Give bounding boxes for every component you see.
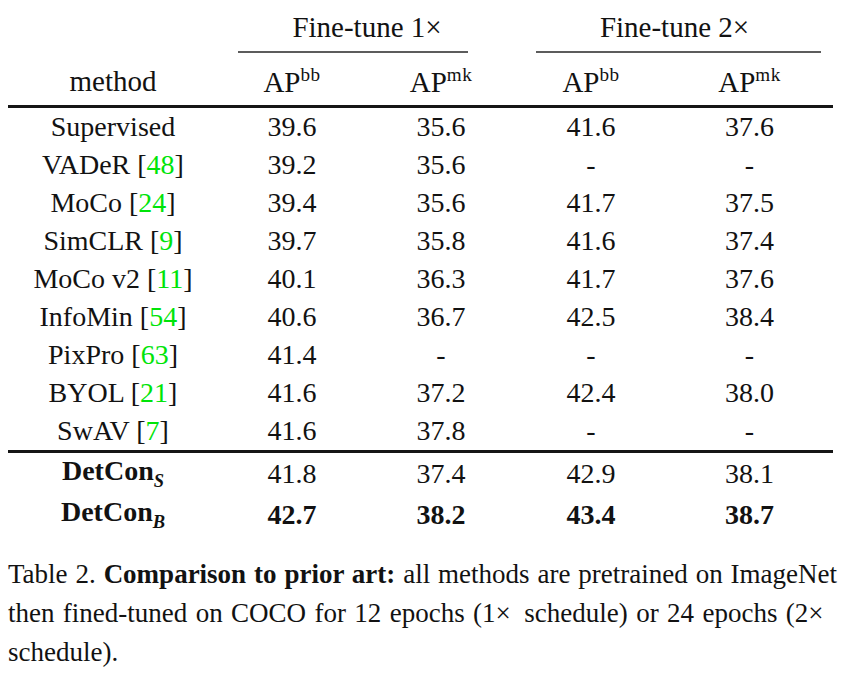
ap-value: 38.4 [666, 298, 833, 336]
method-row: InfoMin [54]40.636.742.538.4 [8, 298, 833, 336]
column-header-row: method APbb APmk APbb APmk [8, 57, 833, 107]
citation-number[interactable]: 9 [159, 225, 173, 256]
ap-value: 36.3 [366, 260, 516, 298]
ap-value: 42.4 [516, 374, 666, 412]
ap-value: 42.9 [516, 452, 666, 495]
ap-value: 39.7 [218, 222, 366, 260]
ap-value: 37.6 [666, 260, 833, 298]
ap-value: 40.1 [218, 260, 366, 298]
ap-value: 35.6 [366, 107, 516, 147]
ap-value: 43.4 [516, 494, 666, 535]
ap-value: 37.2 [366, 374, 516, 412]
ap-value: 35.8 [366, 222, 516, 260]
caption-heading: Comparison to prior art: [104, 559, 396, 589]
ap-value: 38.1 [666, 452, 833, 495]
citation-number[interactable]: 63 [141, 339, 169, 370]
ap-value: 39.6 [218, 107, 366, 147]
method-name: MoCo [24] [8, 184, 218, 222]
method-column-header: method [8, 57, 218, 107]
method-name: MoCo v2 [11] [8, 260, 218, 298]
group-header-finetune-2x-label: Fine-tune 2× [600, 11, 749, 43]
method-row: MoCo [24]39.435.641.737.5 [8, 184, 833, 222]
citation-number[interactable]: 11 [156, 263, 183, 294]
caption-prefix: Table 2. [8, 559, 104, 589]
method-row: Supervised39.635.641.637.6 [8, 107, 833, 147]
method-name: Supervised [8, 107, 218, 147]
ap-value: 41.7 [516, 184, 666, 222]
citation-number[interactable]: 48 [147, 149, 175, 180]
ap-value: 35.6 [366, 184, 516, 222]
detcon-row: DetConS41.837.442.938.1 [8, 452, 833, 495]
group-header-finetune-1x-label: Fine-tune 1× [292, 11, 441, 43]
ap-value: 42.5 [516, 298, 666, 336]
ap-value: 37.4 [666, 222, 833, 260]
ap-value: 38.2 [366, 494, 516, 535]
results-table: Fine-tune 1× Fine-tune 2× method APbb AP… [8, 6, 833, 535]
ap-value: 41.8 [218, 452, 366, 495]
citation-number[interactable]: 24 [138, 187, 166, 218]
method-name: BYOL [21] [8, 374, 218, 412]
col-header-apmk-2x: APmk [666, 57, 833, 107]
method-name: SwAV [7] [8, 412, 218, 452]
citation-number[interactable]: 7 [146, 415, 160, 446]
method-row: BYOL [21]41.637.242.438.0 [8, 374, 833, 412]
group-header-row: Fine-tune 1× Fine-tune 2× [8, 6, 833, 48]
ap-value: - [516, 146, 666, 184]
col-header-apbb-2x: APbb [516, 57, 666, 107]
ap-value: 39.4 [218, 184, 366, 222]
ap-value: 41.7 [516, 260, 666, 298]
ap-value: 42.7 [218, 494, 366, 535]
col-header-apbb-1x: APbb [218, 57, 366, 107]
ap-value: - [516, 336, 666, 374]
method-row: SwAV [7]41.637.8-- [8, 412, 833, 452]
method-row: MoCo v2 [11]40.136.341.737.6 [8, 260, 833, 298]
ap-value: 41.6 [218, 374, 366, 412]
cmidrule-row [8, 48, 833, 57]
ap-value: 39.2 [218, 146, 366, 184]
group-header-spacer [8, 6, 218, 48]
method-name: VADeR [48] [8, 146, 218, 184]
ap-value: 37.8 [366, 412, 516, 452]
cmidrule-2x [536, 51, 821, 53]
table-caption: Table 2. Comparison to prior art: all me… [8, 555, 837, 672]
ap-value: 38.0 [666, 374, 833, 412]
method-name: InfoMin [54] [8, 298, 218, 336]
ap-value: 37.5 [666, 184, 833, 222]
detcon-row: DetConB42.738.243.438.7 [8, 494, 833, 535]
ap-value: 41.6 [218, 412, 366, 452]
method-row: VADeR [48]39.235.6-- [8, 146, 833, 184]
ap-value: 36.7 [366, 298, 516, 336]
cmidrule-1x [238, 51, 468, 53]
citation-number[interactable]: 21 [140, 377, 168, 408]
method-name: SimCLR [9] [8, 222, 218, 260]
col-header-apmk-1x: APmk [366, 57, 516, 107]
ap-value: - [516, 412, 666, 452]
paper-table-figure: Fine-tune 1× Fine-tune 2× method APbb AP… [0, 0, 841, 675]
group-header-finetune-2x: Fine-tune 2× [516, 6, 833, 48]
ap-value: 35.6 [366, 146, 516, 184]
ap-value: 40.6 [218, 298, 366, 336]
ap-value: - [666, 336, 833, 374]
ap-value: 38.7 [666, 494, 833, 535]
detcon-method-name: DetConB [8, 494, 218, 535]
citation-number[interactable]: 54 [149, 301, 177, 332]
ap-value: - [366, 336, 516, 374]
method-row: SimCLR [9]39.735.841.637.4 [8, 222, 833, 260]
ap-value: 41.6 [516, 107, 666, 147]
table-body: Supervised39.635.641.637.6VADeR [48]39.2… [8, 107, 833, 536]
ap-value: - [666, 146, 833, 184]
ap-value: 37.4 [366, 452, 516, 495]
ap-value: 37.6 [666, 107, 833, 147]
method-row: PixPro [63]41.4--- [8, 336, 833, 374]
detcon-method-name: DetConS [8, 452, 218, 495]
group-header-finetune-1x: Fine-tune 1× [218, 6, 516, 48]
ap-value: 41.6 [516, 222, 666, 260]
ap-value: - [666, 412, 833, 452]
ap-value: 41.4 [218, 336, 366, 374]
method-name: PixPro [63] [8, 336, 218, 374]
